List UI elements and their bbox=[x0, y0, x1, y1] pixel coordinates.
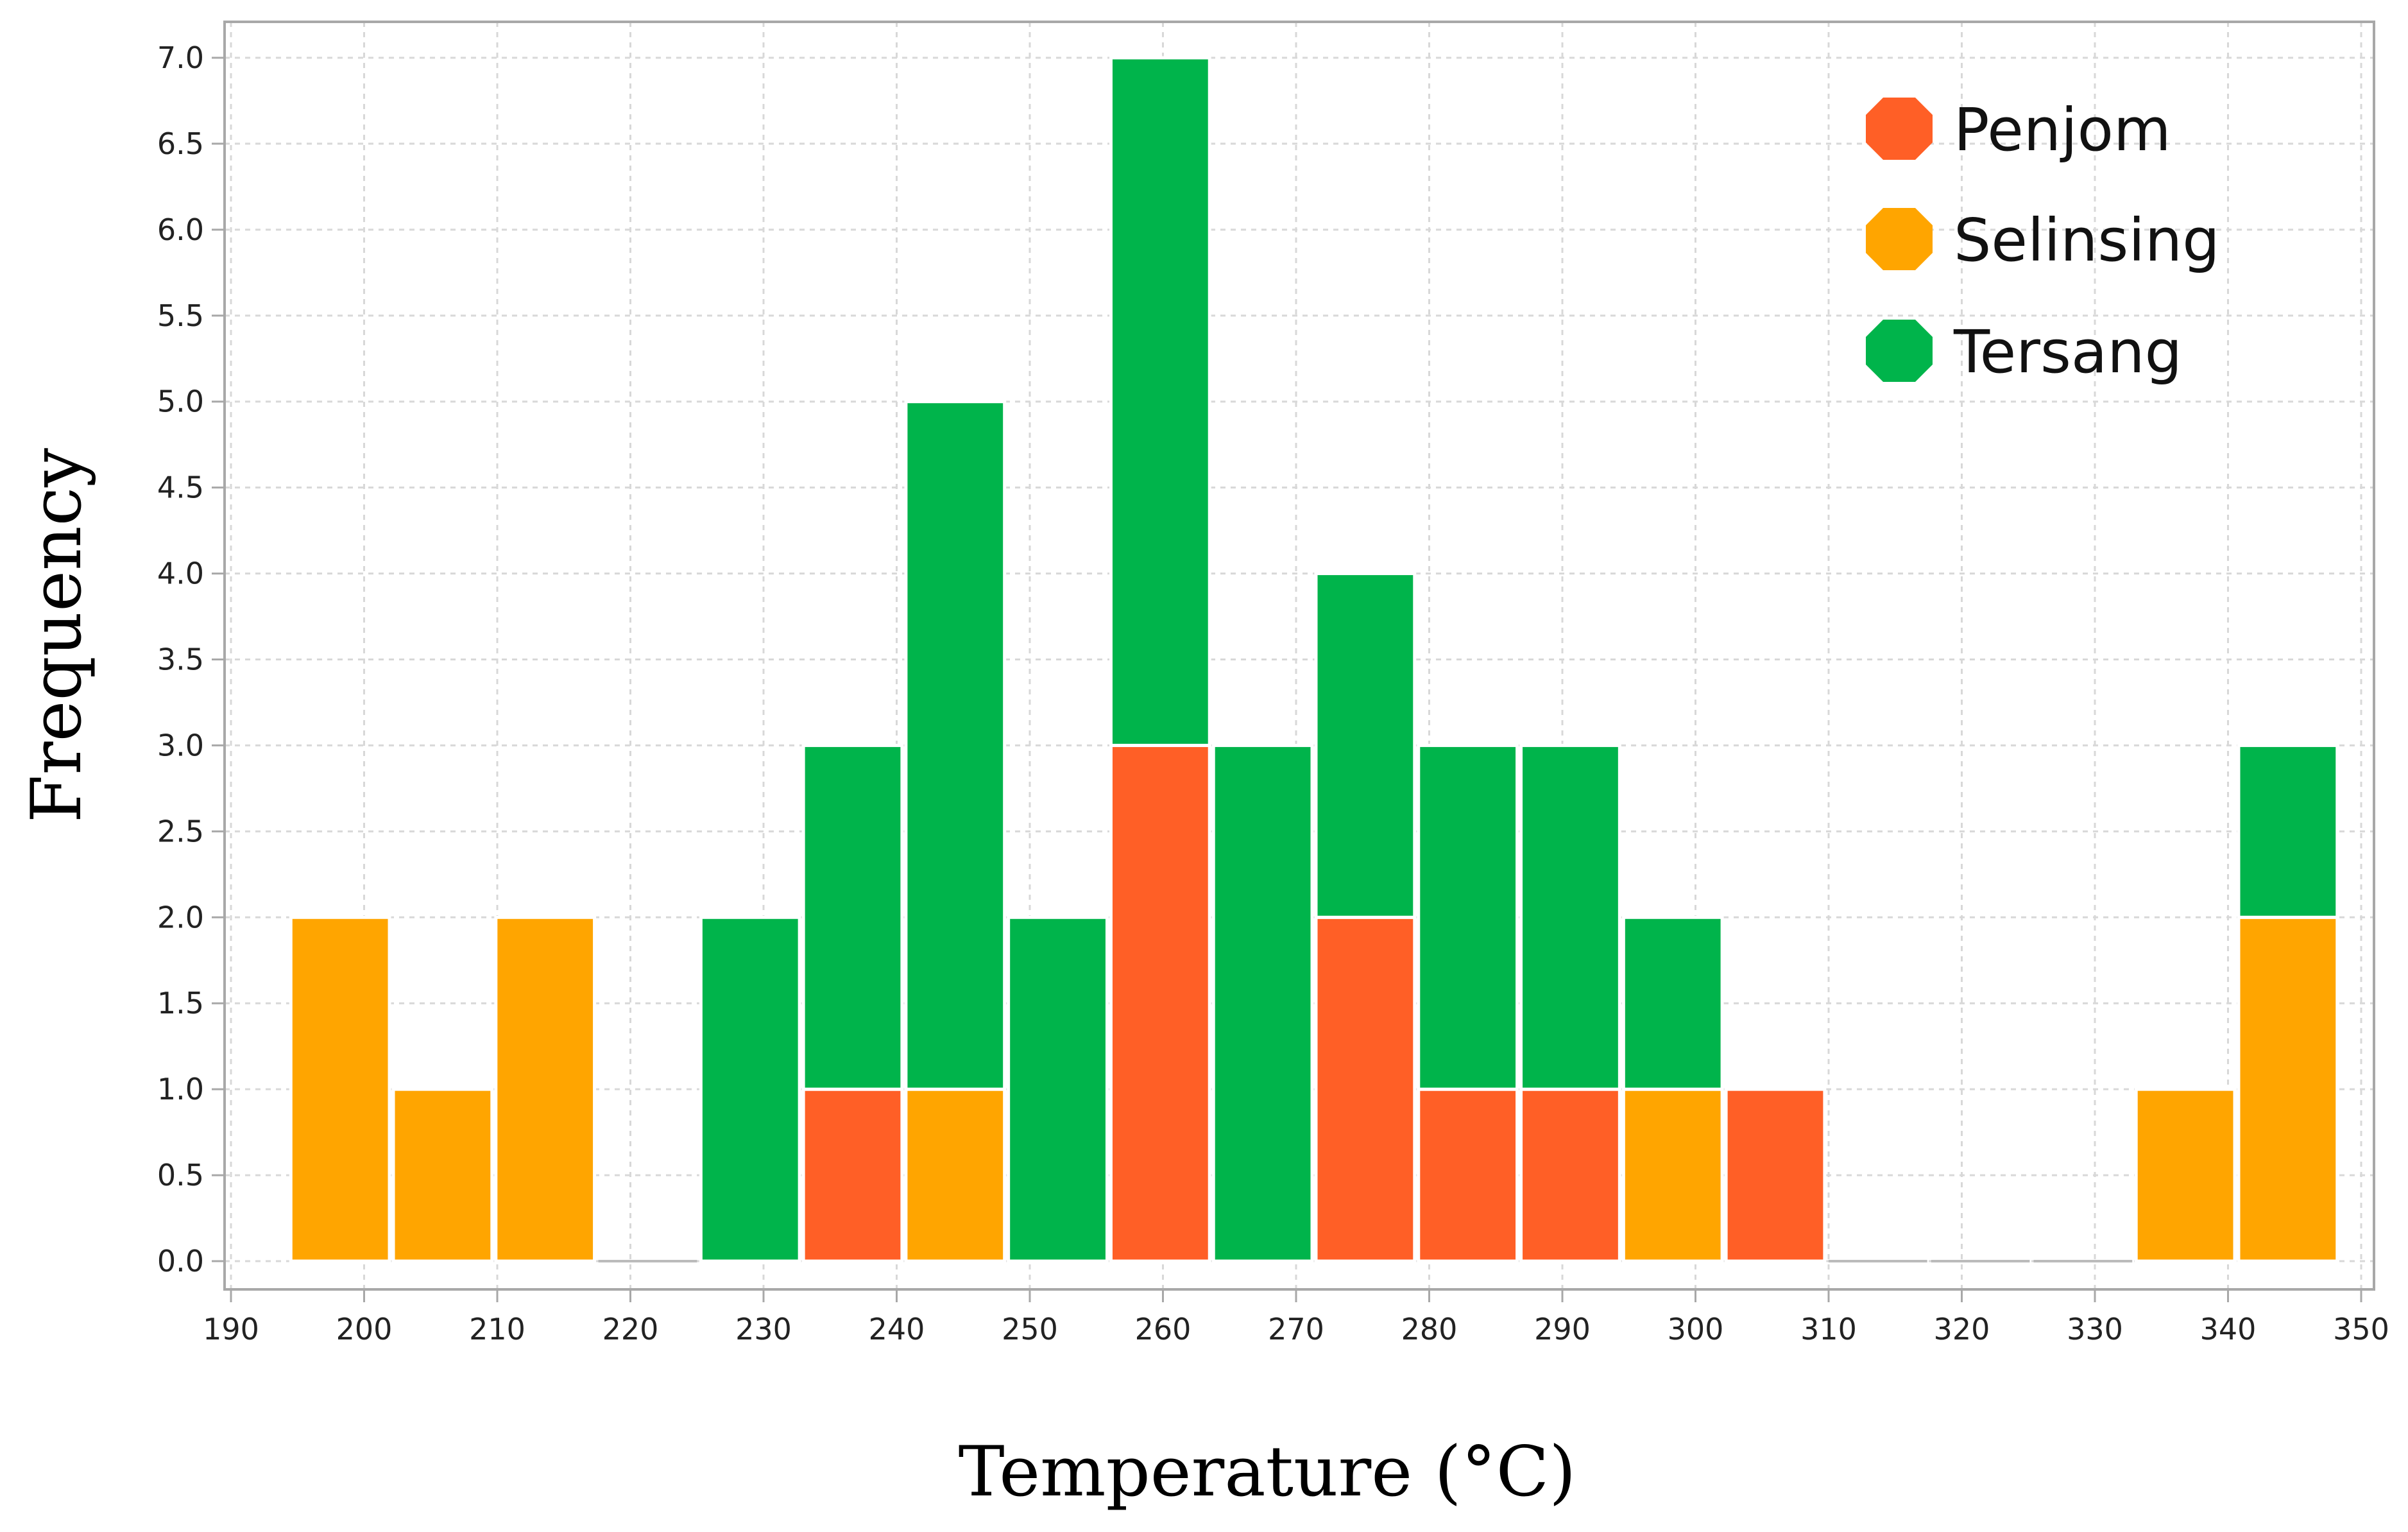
x-tick-label: 190 bbox=[203, 1312, 259, 1347]
bars bbox=[289, 56, 2339, 1263]
x-tick-label: 340 bbox=[2200, 1312, 2257, 1347]
x-tick-label: 280 bbox=[1401, 1312, 1458, 1347]
x-tick-label: 220 bbox=[602, 1312, 659, 1347]
y-tick-label: 4.0 bbox=[157, 556, 204, 591]
y-tick-label: 2.0 bbox=[157, 900, 204, 934]
selinsing-swatch-icon bbox=[1866, 208, 1933, 270]
bar-tersang bbox=[904, 400, 1007, 1091]
x-tick-label: 320 bbox=[1934, 1312, 1990, 1347]
x-tick-label: 260 bbox=[1135, 1312, 1191, 1347]
y-tick-label: 3.0 bbox=[157, 728, 204, 762]
bar-selinsing bbox=[904, 1087, 1007, 1263]
y-tick-label: 5.5 bbox=[157, 298, 204, 333]
y-tick-label: 4.5 bbox=[157, 470, 204, 505]
bar-penjom bbox=[1724, 1087, 1827, 1263]
legend-item-penjom: Penjom bbox=[1866, 96, 2171, 164]
x-tick-label: 290 bbox=[1534, 1312, 1591, 1347]
bar-tersang bbox=[1519, 743, 1621, 1091]
bar-tersang bbox=[1211, 743, 1314, 1263]
tersang-swatch-icon bbox=[1866, 320, 1933, 382]
bar-tersang bbox=[801, 743, 904, 1091]
y-tick-label: 6.0 bbox=[157, 212, 204, 247]
y-tick-label: 5.0 bbox=[157, 384, 204, 419]
x-tick-label: 200 bbox=[336, 1312, 393, 1347]
bar-penjom bbox=[1417, 1087, 1519, 1263]
x-tick-label: 230 bbox=[735, 1312, 792, 1347]
bar-tersang bbox=[1417, 743, 1519, 1091]
legend-item-selinsing: Selinsing bbox=[1866, 206, 2220, 275]
bar-penjom bbox=[1314, 915, 1417, 1263]
x-tick-label: 240 bbox=[869, 1312, 925, 1347]
y-tick-label: 1.5 bbox=[157, 986, 204, 1020]
bar-selinsing bbox=[494, 915, 597, 1263]
x-tick-label: 250 bbox=[1002, 1312, 1058, 1347]
y-tick-label: 1.0 bbox=[157, 1072, 204, 1106]
x-axis-title: Temperature (°C) bbox=[959, 1432, 1576, 1512]
legend-label-tersang: Tersang bbox=[1953, 318, 2182, 386]
legend-label-penjom: Penjom bbox=[1954, 96, 2171, 164]
legend-label-selinsing: Selinsing bbox=[1954, 206, 2220, 275]
bar-penjom bbox=[801, 1087, 904, 1263]
penjom-swatch-icon bbox=[1866, 98, 1933, 160]
y-tick-label: 2.5 bbox=[157, 814, 204, 848]
y-axis-ticks: 0.0 0.5 1.0 1.5 2.0 2.5 3.0 3.5 4.0 4.5 5.0 5.5 6.0 6… bbox=[157, 40, 225, 1278]
x-tick-label: 300 bbox=[1668, 1312, 1724, 1347]
x-tick-label: 310 bbox=[1800, 1312, 1857, 1347]
x-tick-label: 210 bbox=[469, 1312, 525, 1347]
y-tick-label: 0.5 bbox=[157, 1158, 204, 1192]
x-tick-label: 270 bbox=[1268, 1312, 1324, 1347]
bar-selinsing bbox=[2134, 1087, 2237, 1263]
bar-selinsing bbox=[2237, 915, 2339, 1263]
legend: Penjom Selinsing Tersang bbox=[1866, 96, 2220, 386]
bar-tersang bbox=[1109, 56, 1211, 747]
bar-penjom bbox=[1109, 743, 1211, 1263]
bar-penjom bbox=[1519, 1087, 1621, 1263]
bar-tersang bbox=[1007, 915, 1109, 1263]
bar-tersang bbox=[2237, 743, 2339, 919]
bar-tersang bbox=[1314, 572, 1417, 919]
x-axis-ticks: 190 200 210 220 230 240 250 260 270 280 290 300 310 3… bbox=[203, 1289, 2389, 1347]
bar-selinsing bbox=[1621, 1087, 1724, 1263]
y-tick-label: 3.5 bbox=[157, 642, 204, 677]
bar-tersang bbox=[699, 915, 801, 1263]
y-tick-label: 6.5 bbox=[157, 126, 204, 161]
plot-frame bbox=[223, 21, 2375, 1291]
bar-tersang bbox=[1621, 915, 1724, 1091]
bar-selinsing bbox=[391, 1087, 494, 1263]
bar-selinsing bbox=[289, 915, 391, 1263]
y-tick-label: 0.0 bbox=[157, 1244, 204, 1278]
x-tick-label: 330 bbox=[2067, 1312, 2123, 1347]
y-tick-label: 7.0 bbox=[157, 40, 204, 75]
y-axis-title: Frequency bbox=[17, 448, 97, 823]
legend-item-tersang: Tersang bbox=[1866, 318, 2182, 386]
x-tick-label: 350 bbox=[2333, 1312, 2389, 1347]
